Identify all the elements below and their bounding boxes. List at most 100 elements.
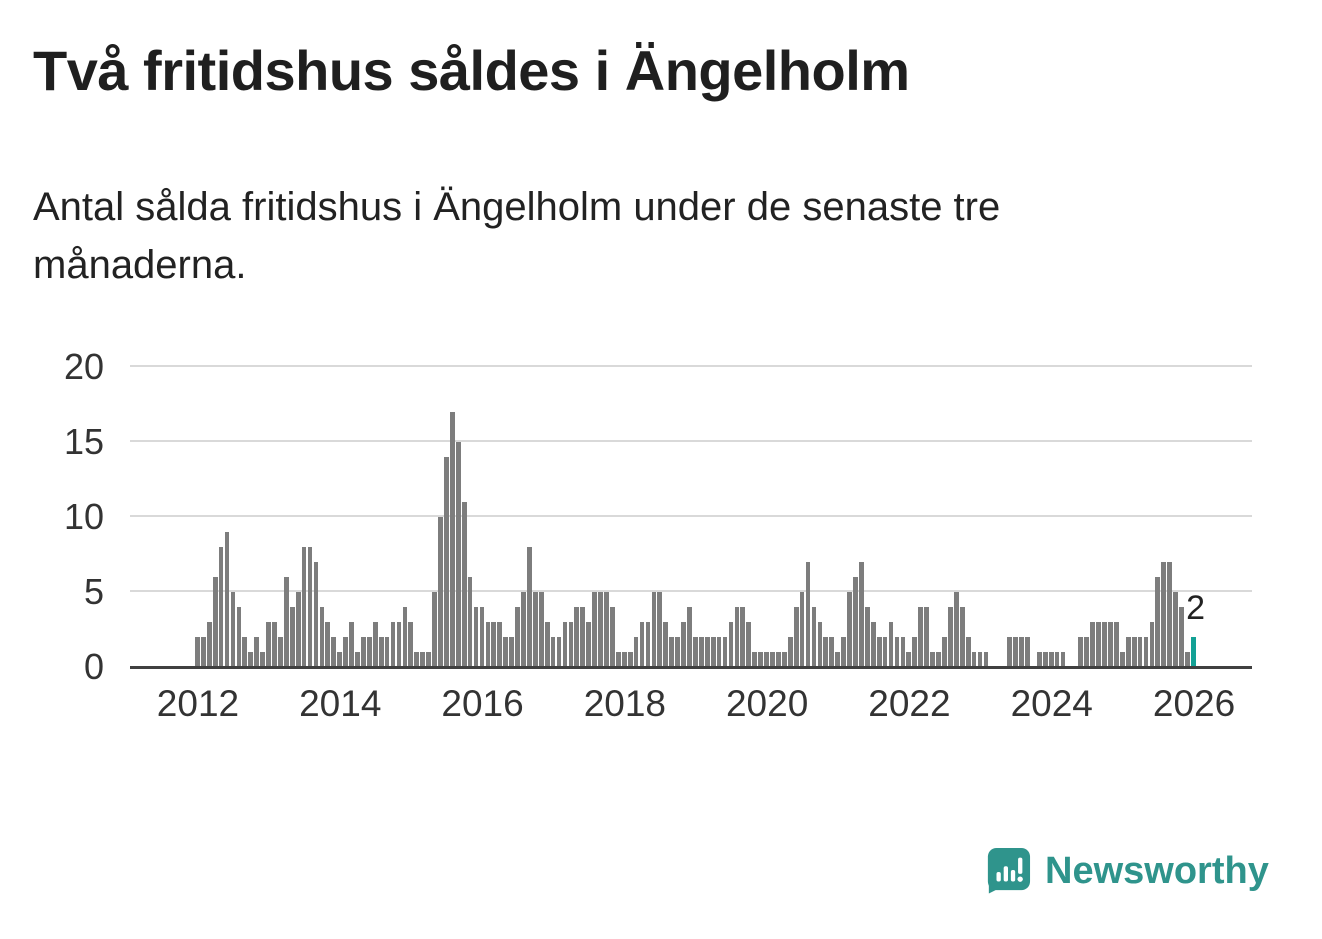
bar [402,607,408,667]
bar [681,622,686,667]
bar [610,607,615,667]
bar [924,607,929,667]
bar [799,592,805,667]
bar [829,637,835,667]
bar [959,607,965,667]
bar [1019,637,1024,667]
bar [497,622,503,667]
bar [758,652,763,667]
bar [859,562,864,667]
bar [580,607,586,667]
bar [870,622,876,667]
bar [728,622,734,667]
bar [835,652,841,667]
bar [882,637,888,667]
bar [426,652,431,667]
bar [953,592,959,667]
bar [734,607,740,667]
bar [331,637,337,667]
bar [390,622,396,667]
bar [366,637,372,667]
gridline [130,515,1252,517]
bar [1167,562,1173,667]
bar [378,637,384,667]
bar [1036,652,1042,667]
bar [248,652,254,667]
bar [722,637,728,667]
bar [787,637,793,667]
bar [574,607,580,667]
chart-title: Två fritidshus såldes i Ängelholm [33,39,910,102]
bar [396,622,402,667]
bar [645,622,651,667]
bar [1137,637,1143,667]
bar [598,592,603,667]
bar [1042,652,1048,667]
chart-subtitle: Antal sålda fritidshus i Ängelholm under… [33,185,1001,287]
x-tick-label: 2014 [299,683,382,724]
bar [538,592,544,667]
bar [1179,607,1184,667]
bar [218,547,224,667]
bar [888,622,894,667]
bar [319,607,325,667]
bar [781,652,787,667]
bar [977,652,983,667]
bar [675,637,680,667]
bar [698,637,704,667]
bar [503,637,509,667]
bar [906,652,912,667]
bar [752,652,758,667]
bar [491,622,497,667]
bar-highlighted [1191,637,1196,667]
bar [254,637,260,667]
bar [930,652,935,667]
bar [515,607,520,667]
bar [414,652,420,667]
y-tick-label: 0 [83,646,104,687]
bar [770,652,775,667]
bar [1119,652,1125,667]
bar [521,592,526,667]
bar [604,592,609,667]
bar [301,547,307,667]
bar [568,622,574,667]
x-tick-label: 2020 [725,683,809,724]
bar [1155,577,1161,667]
bar [1090,622,1095,667]
bar [586,622,592,667]
bar [864,607,870,667]
bar [195,637,200,667]
bar [1185,652,1190,667]
bar [278,637,283,667]
gridline [130,365,1252,367]
y-tick-label: 15 [63,421,104,462]
bar [894,637,900,667]
bar [307,547,313,667]
bar [1048,652,1054,667]
bar [343,637,348,667]
bar [1173,592,1179,667]
bar [876,637,882,667]
y-tick-label: 20 [63,346,104,387]
bar [295,592,301,667]
branding-name: Newsworthy [1045,850,1269,892]
x-tick-label: 2016 [441,683,524,724]
bar [1054,652,1060,667]
bar [853,577,858,667]
bar [746,622,752,667]
bar [206,622,212,667]
bars: 2 [195,367,1205,667]
bar [971,652,977,667]
bar [1060,652,1066,667]
bar [1078,637,1084,667]
bar [936,652,941,667]
bar [900,637,906,667]
bar [918,607,924,667]
bar [461,502,467,667]
bar [669,637,675,667]
bar [467,577,473,667]
bar [841,637,846,667]
bar [509,637,514,667]
